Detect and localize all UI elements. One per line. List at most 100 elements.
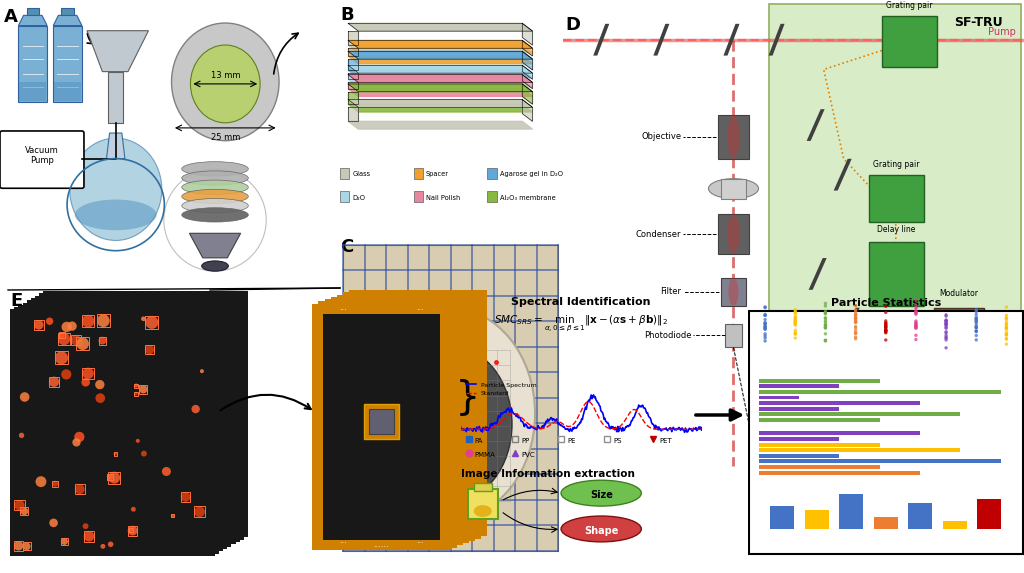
Polygon shape [348,84,532,92]
Text: C: C [340,238,353,256]
Bar [58,332,65,339]
Ellipse shape [52,481,58,486]
Polygon shape [834,159,852,191]
Bar [725,324,741,347]
Bar [106,474,113,480]
Text: Nail Polish: Nail Polish [426,195,460,201]
Ellipse shape [61,322,72,332]
Polygon shape [522,52,532,70]
Ellipse shape [108,541,114,547]
Ellipse shape [181,492,190,502]
Text: Pump: Pump [988,27,1016,37]
Bar [71,335,81,345]
Bar [114,452,117,456]
Text: Objective: Objective [641,132,681,142]
Ellipse shape [106,474,113,480]
Text: PS: PS [613,438,622,445]
Bar [868,242,924,305]
Polygon shape [522,23,532,45]
Ellipse shape [182,162,248,176]
Text: Grating pair: Grating pair [872,160,919,168]
Text: ...: ... [416,303,424,312]
Bar [752,397,823,496]
Ellipse shape [195,507,205,517]
Ellipse shape [389,346,512,502]
Bar [474,483,492,491]
Bar [340,168,349,179]
Text: Lock-in: Lock-in [771,430,804,439]
Ellipse shape [23,543,31,550]
Ellipse shape [200,369,204,373]
Ellipse shape [58,332,65,339]
Text: PET: PET [659,438,672,445]
Text: D₂O: D₂O [352,195,366,201]
Bar [23,543,31,550]
Bar [323,314,440,540]
Bar [854,427,913,502]
Polygon shape [522,41,532,56]
FancyBboxPatch shape [0,131,84,189]
Bar [722,278,745,306]
Bar [340,191,349,202]
Ellipse shape [70,138,162,241]
Text: Vacuum
Pump: Vacuum Pump [26,146,58,165]
Ellipse shape [82,315,94,328]
Text: ***: *** [138,293,153,303]
Ellipse shape [131,507,136,512]
Polygon shape [348,56,532,64]
Bar [129,528,133,532]
Ellipse shape [728,278,738,305]
Polygon shape [348,74,532,83]
Bar [769,4,1021,391]
Bar [487,191,497,202]
Bar [98,337,106,344]
Bar [341,307,459,533]
Bar [195,507,205,517]
Polygon shape [106,133,125,159]
Bar [468,489,498,519]
Bar [719,115,749,159]
Bar [84,531,94,541]
Polygon shape [522,100,532,121]
Ellipse shape [202,261,228,271]
Ellipse shape [182,207,248,222]
Polygon shape [653,24,670,56]
Polygon shape [809,258,826,290]
Bar [369,409,394,434]
Polygon shape [27,8,39,15]
Polygon shape [807,109,824,141]
Polygon shape [19,82,46,101]
Text: ...: ... [414,288,422,298]
Text: PA: PA [475,438,483,445]
Polygon shape [348,59,358,70]
Bar [49,376,59,387]
Bar [882,16,937,68]
Ellipse shape [18,433,25,438]
Ellipse shape [49,519,58,527]
Polygon shape [348,89,532,96]
Bar [487,168,497,179]
Ellipse shape [182,171,248,185]
Text: Size: Size [590,490,612,500]
Ellipse shape [367,308,535,519]
Ellipse shape [100,544,105,549]
Ellipse shape [71,335,81,345]
Bar [55,351,68,364]
Ellipse shape [36,476,46,487]
Text: ...: ... [416,536,424,545]
Ellipse shape [144,345,154,354]
Bar [353,303,471,528]
Bar [60,538,68,545]
Bar [181,492,190,502]
Bar [139,385,147,394]
Bar [134,392,138,395]
Polygon shape [348,92,358,104]
Polygon shape [842,308,860,339]
Polygon shape [769,24,784,56]
Bar [359,300,477,526]
Ellipse shape [84,531,94,541]
Ellipse shape [141,450,146,457]
Polygon shape [53,15,82,26]
Ellipse shape [171,23,279,141]
Bar [171,514,174,517]
